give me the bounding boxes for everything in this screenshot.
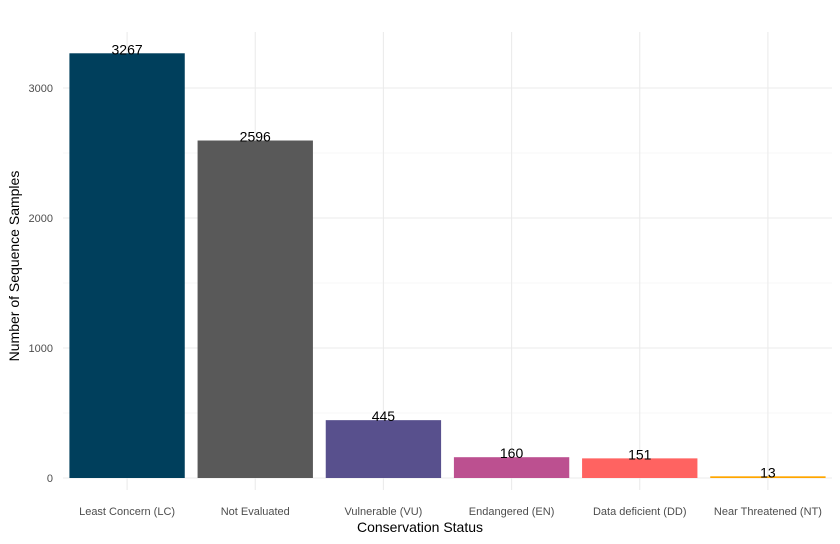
y-axis-ticks: 0 1000 2000 3000 [29,83,53,485]
bar-value-label: 13 [760,464,776,480]
bar-least-concern-lc [69,53,185,478]
bar-endangered-en [453,457,570,478]
x-tick-label: Least Concern (LC) [79,506,175,518]
bar-value-label: 160 [500,445,524,461]
x-tick-label: Data deficient (DD) [593,506,687,518]
bar-value-labels: 3267 2596 445 160 151 13 [112,41,776,480]
y-tick-label: 0 [47,473,53,485]
bar-value-label: 3267 [112,41,143,57]
bar-vulnerable-vu [325,420,442,478]
grid-lines [63,32,832,490]
bar-value-label: 445 [372,408,396,424]
bar-not-evaluated [197,140,313,478]
bars [69,53,826,478]
bar-value-label: 2596 [240,129,271,145]
bar-value-label: 151 [628,446,652,462]
x-tick-label: Endangered (EN) [469,506,555,518]
y-tick-label: 2000 [29,213,53,225]
x-tick-label: Not Evaluated [221,506,290,518]
y-tick-label: 1000 [29,343,53,355]
x-tick-label: Vulnerable (VU) [344,506,422,518]
x-axis-title: Conservation Status [356,519,484,535]
bar-near-threatened-nt [710,476,826,478]
y-tick-label: 3000 [29,83,53,95]
x-tick-label: Near Threatened (NT) [714,506,822,518]
x-axis-ticks: Least Concern (LC) Not Evaluated Vulnerabl… [79,506,822,518]
y-axis-title: Number of Sequence Samples [6,170,22,362]
bar-data-deficient-dd [582,458,698,478]
